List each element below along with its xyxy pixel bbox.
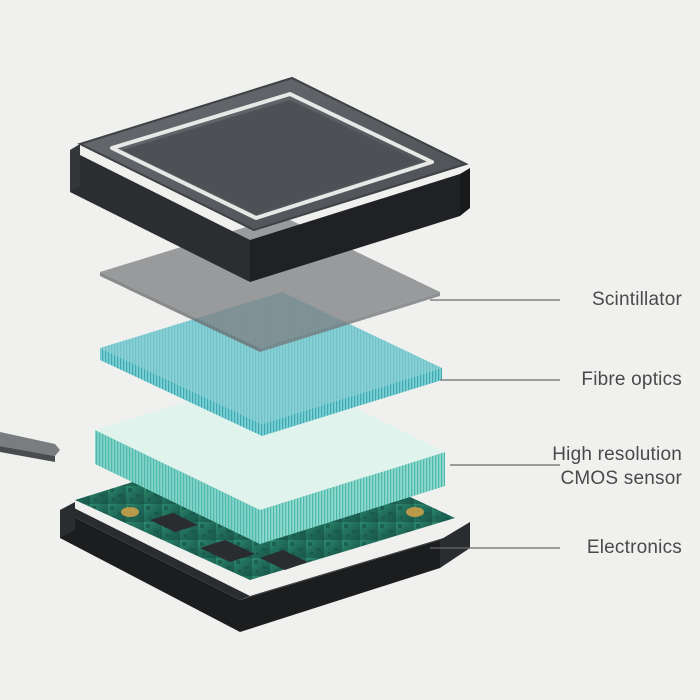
exploded-diagram bbox=[0, 0, 700, 700]
layer-housing-top bbox=[70, 78, 470, 282]
cable bbox=[0, 432, 60, 462]
leader-lines bbox=[430, 300, 560, 548]
label-fibre-optics: Fibre optics bbox=[581, 368, 682, 392]
label-scintillator: Scintillator bbox=[592, 288, 682, 312]
label-electronics: Electronics bbox=[587, 536, 682, 560]
label-cmos-sensor: High resolution CMOS sensor bbox=[552, 443, 682, 491]
